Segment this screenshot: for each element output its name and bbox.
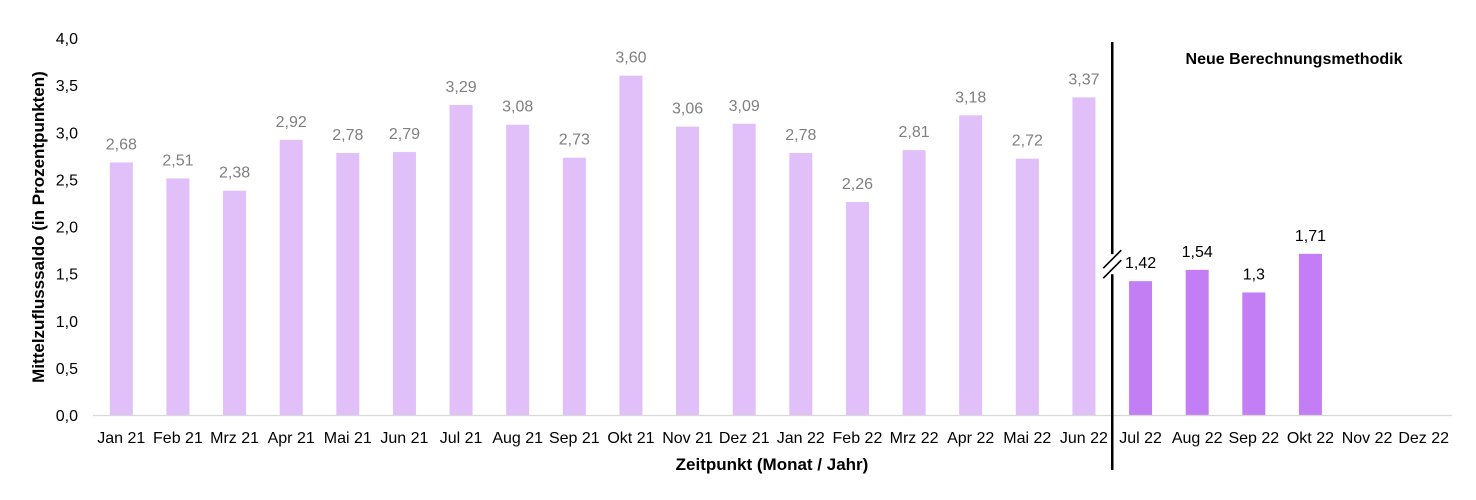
data-label: 2,38 (219, 165, 250, 182)
data-label: 2,51 (162, 152, 193, 169)
data-label: 2,79 (389, 126, 420, 143)
bar (676, 126, 700, 415)
x-tick-label: Okt 22 (1287, 430, 1334, 447)
bars (109, 75, 1322, 416)
y-tick-label: 4,0 (56, 31, 78, 48)
bar (392, 152, 416, 416)
bar (1015, 158, 1039, 415)
y-tick-label: 1,5 (56, 267, 78, 284)
data-label: 3,37 (1068, 71, 1099, 88)
x-tick-label: Jul 22 (1119, 430, 1162, 447)
y-tick-label: 1,0 (56, 314, 78, 331)
data-label: 2,78 (332, 127, 363, 144)
bar (336, 152, 360, 416)
x-tick-label: Feb 21 (153, 430, 203, 447)
y-tick-label: 2,5 (56, 172, 78, 189)
bar (619, 75, 643, 415)
bar (562, 157, 586, 415)
data-label: 2,81 (898, 124, 929, 141)
x-tick-label: Jun 21 (380, 430, 428, 447)
data-label: 2,92 (276, 114, 307, 131)
data-label: 2,72 (1012, 133, 1043, 150)
data-label: 3,29 (445, 79, 476, 96)
data-labels: 2,68 2,51 2,38 2,92 2,78 2,79 3,29 3,08 2,73 3,60… (106, 50, 1326, 284)
data-label: 2,78 (785, 127, 816, 144)
data-label: 1,42 (1125, 255, 1156, 272)
bar (279, 139, 303, 416)
bar (449, 104, 473, 415)
axis-break-mark (1102, 249, 1122, 279)
y-tick-label: 2,0 (56, 220, 78, 237)
x-tick-label: Apr 21 (268, 430, 315, 447)
axis-break-slash (1102, 249, 1122, 269)
x-tick-label: Dez 21 (719, 430, 770, 447)
x-tick-label: Mrz 21 (210, 430, 259, 447)
data-label: 2,26 (842, 176, 873, 193)
data-label: 1,71 (1295, 228, 1326, 245)
bar (1185, 269, 1209, 415)
x-tick-label: Jan 22 (777, 430, 825, 447)
y-tick-label: 0,0 (56, 408, 78, 425)
x-tick-label: Nov 21 (662, 430, 713, 447)
y-tick-label: 3,5 (56, 78, 78, 95)
annotation-neue-berechnungsmethodik: Neue Berechnungsmethodik (1186, 51, 1403, 68)
bar (1242, 292, 1266, 415)
y-tick-label: 0,5 (56, 361, 78, 378)
axis-break-gap (1104, 254, 1121, 275)
x-tick-label: Mai 21 (324, 430, 372, 447)
x-tick-label: Apr 22 (947, 430, 994, 447)
x-axis-title: Zeitpunkt (Monat / Jahr) (676, 455, 869, 474)
axis-break-slash (1102, 259, 1122, 279)
bar (789, 152, 813, 416)
bar (959, 115, 983, 415)
y-axis-title: Mittelzuflusssaldo (in Prozentpunkten) (29, 71, 48, 383)
bar (1129, 281, 1153, 415)
data-label: 3,60 (615, 50, 646, 67)
bar (902, 150, 926, 415)
data-label: 3,06 (672, 101, 703, 118)
x-tick-label: Feb 22 (833, 430, 883, 447)
bar (1072, 97, 1096, 415)
data-label: 1,54 (1182, 244, 1213, 261)
data-label: 2,68 (106, 136, 137, 153)
x-tick-label: Sep 21 (549, 430, 600, 447)
bar (223, 190, 247, 415)
data-label: 3,18 (955, 89, 986, 106)
x-tick-label: Okt 21 (607, 430, 654, 447)
data-label: 3,08 (502, 99, 533, 116)
x-tick-label: Jul 21 (440, 430, 483, 447)
bar (1298, 253, 1322, 415)
data-label: 3,09 (729, 98, 760, 115)
bar (109, 162, 133, 415)
y-axis: 0,0 0,5 1,0 1,5 2,0 2,5 3,0 3,5 4,0 (56, 31, 78, 425)
x-tick-label: Nov 22 (1342, 430, 1393, 447)
data-label: 1,3 (1243, 266, 1265, 283)
x-tick-label: Mrz 22 (890, 430, 939, 447)
x-tick-label: Mai 22 (1003, 430, 1051, 447)
x-axis: Jan 21 Feb 21 Mrz 21 Apr 21 Mai 21 Jun 21 Jul … (93, 414, 1452, 447)
x-tick-label: Jun 22 (1060, 430, 1108, 447)
bar (845, 201, 869, 415)
bar (506, 124, 530, 416)
bar (166, 178, 190, 415)
x-tick-label: Sep 22 (1228, 430, 1279, 447)
bar (732, 123, 756, 415)
x-tick-label: Aug 21 (492, 430, 543, 447)
y-tick-label: 3,0 (56, 125, 78, 142)
x-tick-label: Dez 22 (1398, 430, 1449, 447)
x-tick-label: Aug 22 (1172, 430, 1223, 447)
data-label: 2,73 (559, 132, 590, 149)
x-tick-label: Jan 21 (97, 430, 145, 447)
